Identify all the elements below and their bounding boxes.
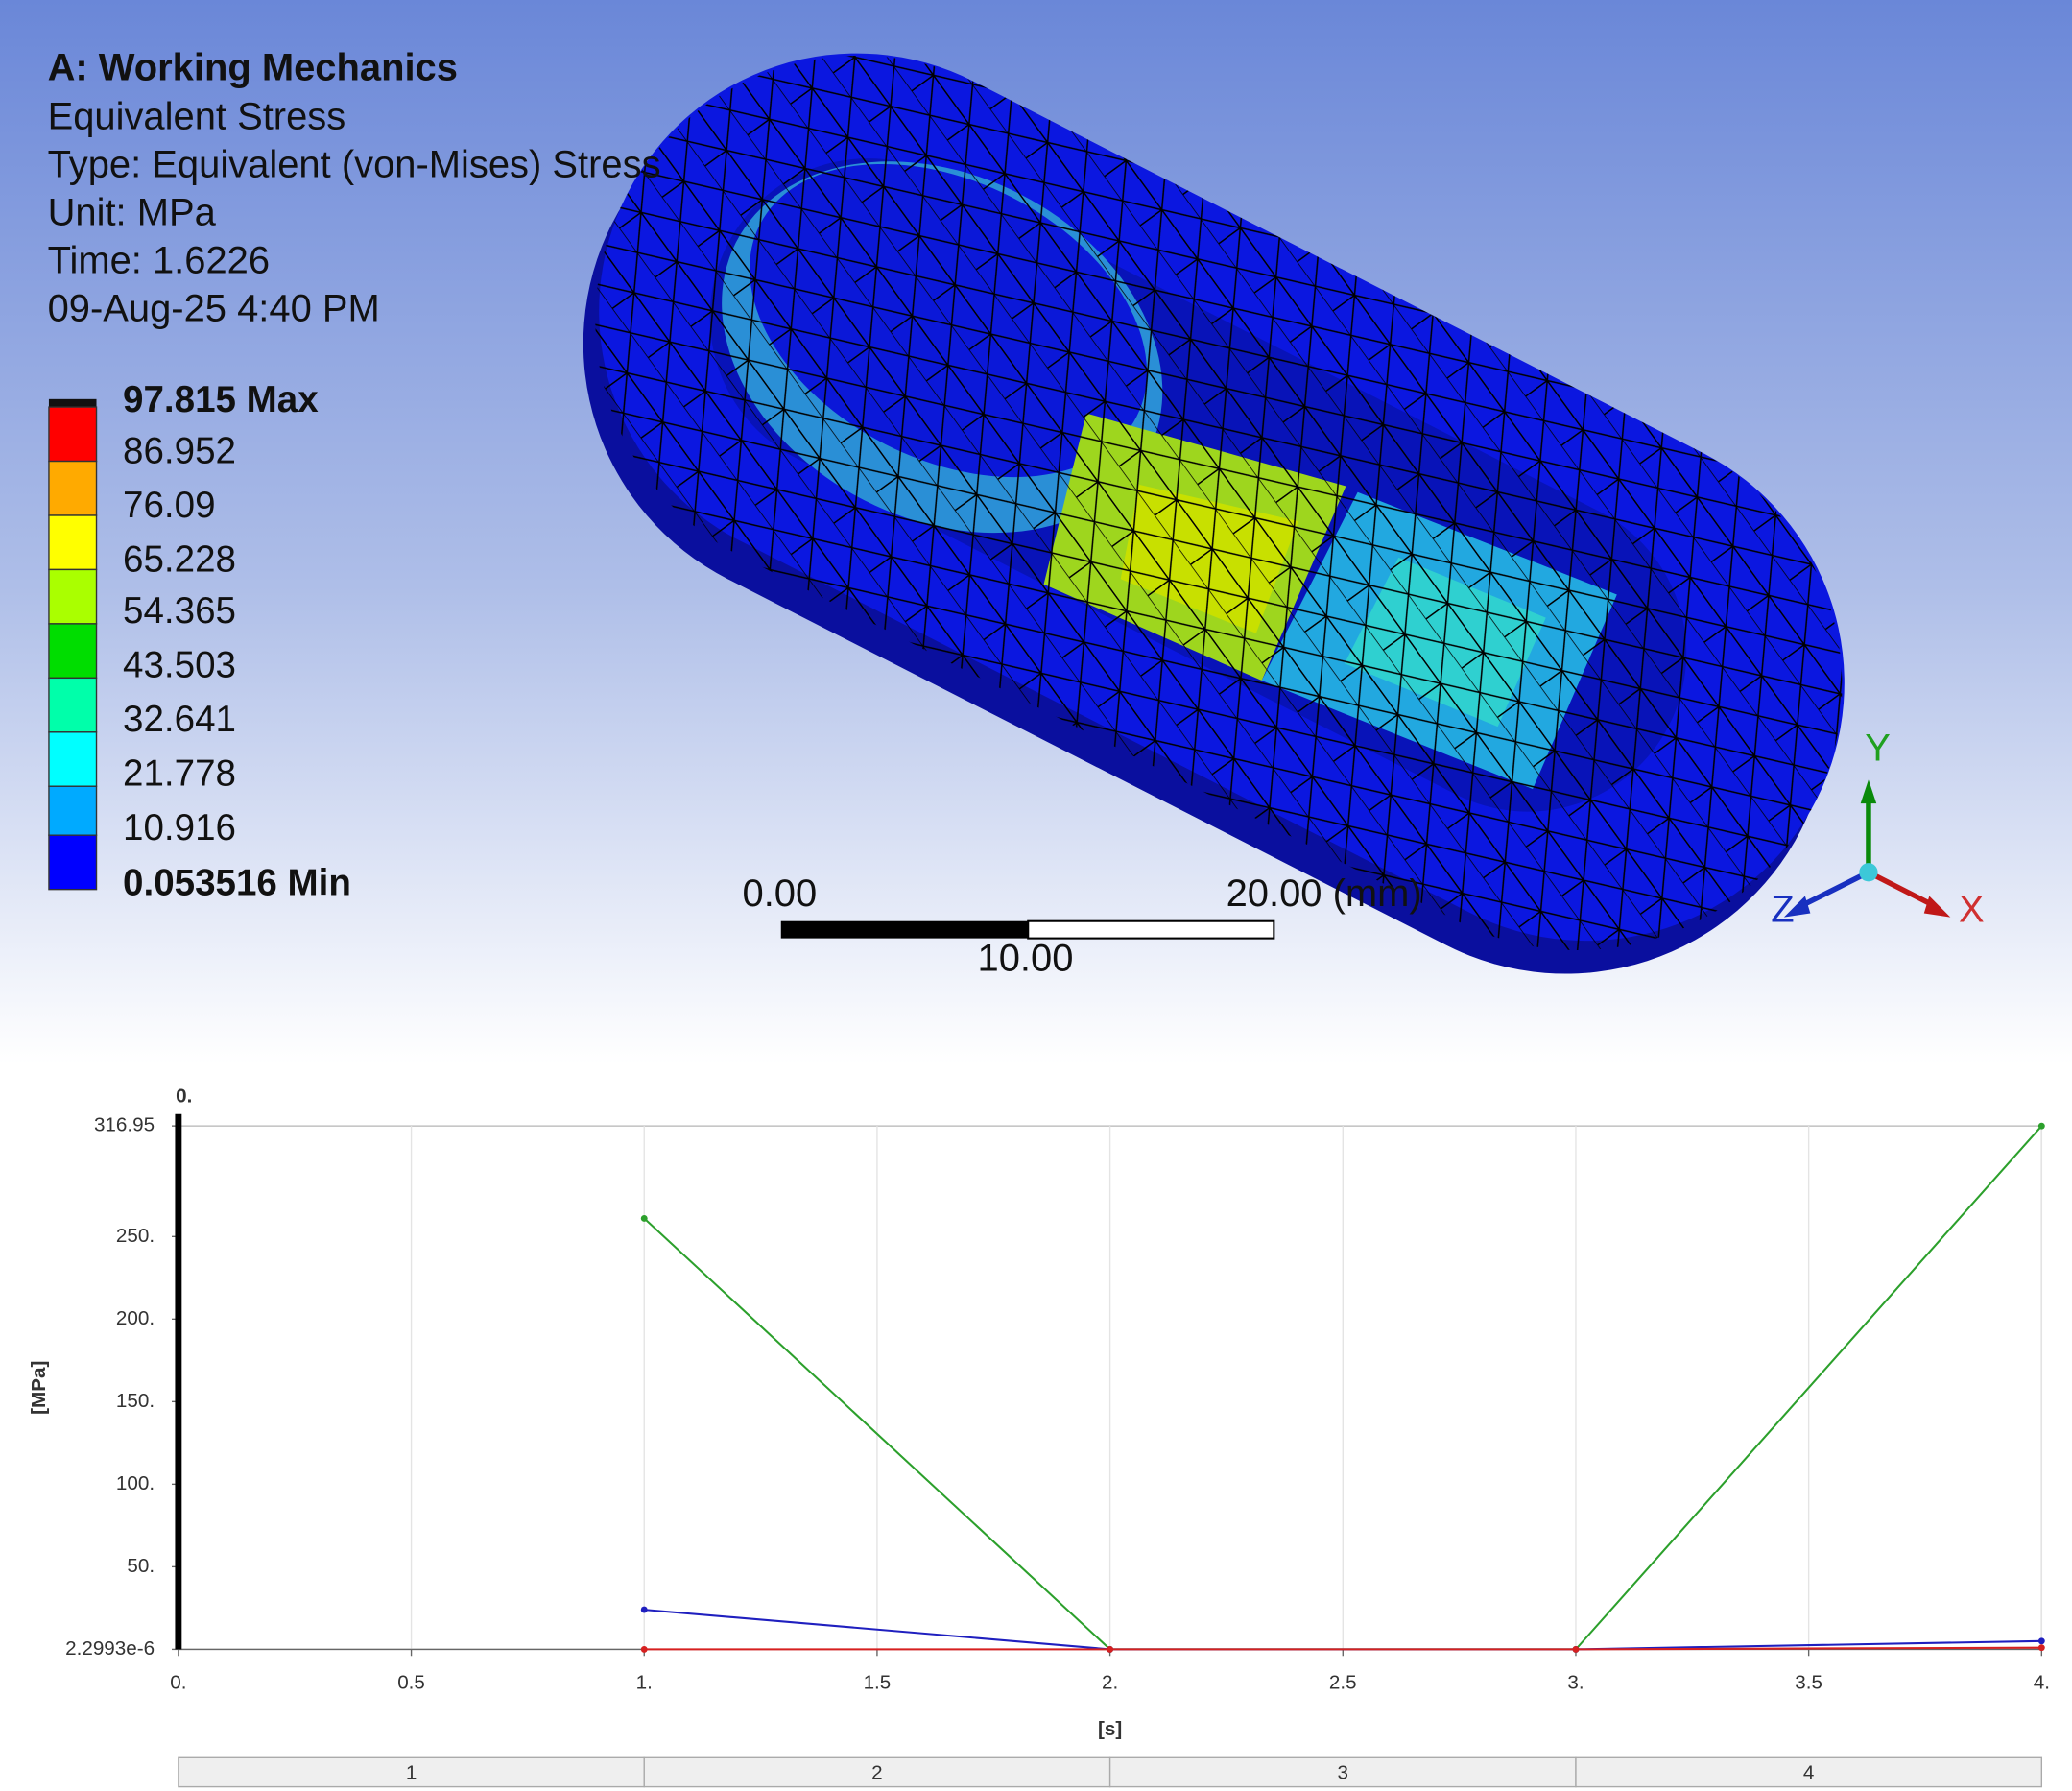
legend-label: 76.09 <box>123 485 215 526</box>
series-line <box>644 1646 2042 1651</box>
legend-label: 97.815 Max <box>123 379 319 420</box>
x-tick-label: 0. <box>170 1672 186 1694</box>
step-label: 3 <box>1338 1761 1348 1783</box>
legend-band <box>48 785 98 836</box>
y-tick-label: 250. <box>116 1225 155 1247</box>
y-tick-label: 150. <box>116 1390 155 1412</box>
y-tick-label: 2.2993e-6 <box>65 1637 155 1660</box>
scale-bar-white <box>1027 919 1275 940</box>
data-point <box>640 1606 648 1613</box>
legend-label: 0.053516 Min <box>123 863 351 904</box>
x-tick-label: 4. <box>2034 1672 2050 1694</box>
scale-bar-black <box>780 920 1029 939</box>
y-axis-label: [MPa] <box>28 1361 50 1415</box>
data-point <box>1107 1645 1114 1653</box>
chart: 0. 0.5 1. 1.5 2. 2.5 3. 3.5 4. 2.2993e-6 50. 100. 15… <box>28 1085 2050 1788</box>
legend-label: 21.778 <box>123 752 236 794</box>
legend-label: 54.365 <box>123 590 236 632</box>
triad-z-head <box>1783 896 1811 918</box>
x-tick-label: 3.5 <box>1795 1672 1822 1694</box>
scale-label: 0.00 <box>743 872 818 915</box>
legend-label: 86.952 <box>123 430 236 471</box>
data-point <box>640 1214 648 1222</box>
legend <box>48 398 98 891</box>
x-tick-label: 1.5 <box>864 1672 892 1694</box>
legend-band <box>48 514 98 571</box>
legend-band <box>48 568 98 625</box>
data-point <box>2037 1637 2045 1645</box>
x-tick-label: 1. <box>636 1672 653 1694</box>
data-point <box>640 1645 648 1653</box>
x-tick-label: 2. <box>1102 1672 1118 1694</box>
axis-triad <box>1783 779 1951 918</box>
result-info: Type: Equivalent (von-Mises) Stress <box>48 143 661 185</box>
legend-label: 43.503 <box>123 645 236 686</box>
step-cell <box>178 1756 645 1788</box>
y-tick-label: 200. <box>116 1307 155 1329</box>
legend-band <box>48 731 98 787</box>
x-axis-label: [s] <box>1098 1718 1122 1740</box>
chart-panel <box>0 1063 2072 1791</box>
legend-band <box>48 460 98 516</box>
triad-origin <box>1859 863 1878 882</box>
step-label: 2 <box>871 1761 882 1783</box>
x-tick-label: 2.5 <box>1329 1672 1357 1694</box>
legend-band <box>48 677 98 733</box>
result-info: Time: 1.6226 <box>48 239 271 281</box>
legend-band <box>48 406 98 463</box>
y-tick-label: 50. <box>127 1555 155 1577</box>
scale-label: 20.00 (mm) <box>1227 872 1422 915</box>
legend-band <box>48 398 97 408</box>
triad-x <box>1867 870 1938 910</box>
legend-band <box>48 834 98 891</box>
result-info: Unit: MPa <box>48 191 217 233</box>
legend-label: 10.916 <box>123 807 236 848</box>
legend-label: 32.641 <box>123 699 236 740</box>
mesh-model <box>583 53 1845 974</box>
data-point <box>1572 1645 1580 1653</box>
scale-label: 10.00 <box>978 938 1074 980</box>
data-point <box>2037 1644 2045 1652</box>
mesh-lines <box>595 55 1843 951</box>
x-tick-label: 0.5 <box>397 1672 425 1694</box>
triad-label: X <box>1959 889 1985 931</box>
step-cell <box>1108 1756 1577 1788</box>
triad-x-head <box>1923 896 1951 918</box>
result-info: 09-Aug-25 4:40 PM <box>48 287 380 329</box>
y-tick-label: 316.95 <box>94 1114 155 1136</box>
x-tick-label: 3. <box>1567 1672 1584 1694</box>
step-label: 4 <box>1803 1761 1814 1783</box>
result-info: Equivalent Stress <box>48 95 346 137</box>
data-point <box>2037 1122 2045 1130</box>
triad-label: Z <box>1771 889 1794 931</box>
result-title: A: Working Mechanics <box>48 47 458 89</box>
step-cell <box>1575 1756 2043 1788</box>
triad-y-head <box>1860 779 1877 804</box>
legend-band <box>48 623 98 680</box>
step-label: 1 <box>406 1761 417 1783</box>
cursor-label: 0. <box>176 1085 192 1107</box>
y-tick-label: 100. <box>116 1472 155 1494</box>
triad-label: Y <box>1865 728 1891 770</box>
triad-z <box>1798 870 1870 910</box>
legend-label: 65.228 <box>123 538 236 580</box>
step-cell <box>643 1756 1111 1788</box>
